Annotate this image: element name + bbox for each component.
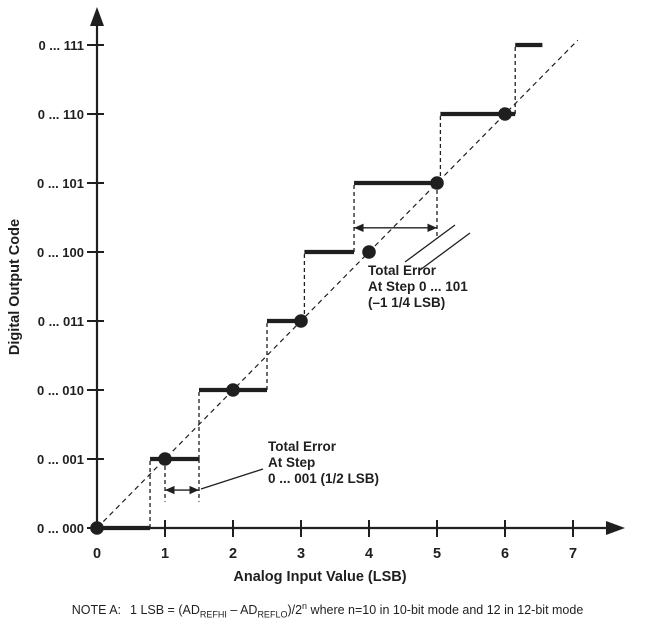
code-dot-6 — [498, 107, 512, 121]
note-a: NOTE A: 1 LSB = (ADREFHI – ADREFLO)/2n wh… — [0, 601, 655, 620]
error-101-arrowhead-left-icon — [354, 223, 364, 233]
code-dot-2 — [226, 383, 240, 397]
code-dot-1 — [158, 452, 172, 466]
x-tick-label-2: 2 — [229, 546, 237, 562]
code-dot-4 — [362, 245, 376, 259]
ideal-transfer-line — [96, 39, 579, 529]
y-tick-label-7: 0 ... 111 — [38, 38, 84, 53]
y-tick-label-2: 0 ... 010 — [37, 383, 84, 398]
y-tick-label-4: 0 ... 100 — [37, 245, 84, 260]
x-tick-label-1: 1 — [161, 546, 169, 562]
error-101-leader-line-0 — [404, 224, 456, 263]
y-tick-label-5: 0 ... 101 — [37, 176, 84, 191]
x-tick-label-7: 7 — [569, 546, 577, 562]
note-a-formula: 1 LSB = (ADREFHI – ADREFLO)/2n where n=1… — [130, 601, 584, 620]
x-tick-label-5: 5 — [433, 546, 441, 562]
note-a-prefix: NOTE A: — [71, 603, 122, 618]
error-001-text-line-2: 0 ... 001 (1/2 LSB) — [268, 471, 379, 486]
note-formula-part: )/2 — [287, 603, 303, 618]
error-001-leader-line-0 — [200, 468, 264, 490]
y-axis-title: Digital Output Code — [7, 219, 23, 355]
y-tick-label-6: 0 ... 110 — [38, 107, 84, 122]
note-formula-part: – AD — [226, 603, 258, 618]
error-101-text-line-0: Total Error — [368, 263, 437, 278]
error-101-text-line-2: (–1 1/4 LSB) — [368, 295, 445, 310]
y-tick-label-1: 0 ... 001 — [37, 452, 84, 467]
adc-transfer-chart: 0 ... 000 0 ... 001 0 ... 010 0 ... 011 0 ..… — [7, 7, 625, 585]
error-101-text-line-1: At Step 0 ... 101 — [368, 279, 468, 294]
x-tick-label-0: 0 — [93, 546, 101, 562]
y-tick-label-3: 0 ... 011 — [38, 314, 84, 329]
x-tick-label-4: 4 — [365, 546, 373, 562]
y-tick-label-0: 0 ... 000 — [37, 521, 84, 536]
y-axis-arrow-icon — [90, 7, 104, 26]
error-001-arrowhead-right-icon — [189, 485, 199, 495]
note-formula-part: where n=10 in 10-bit mode and 12 in 12-b… — [307, 603, 584, 618]
error-001-arrowhead-left-icon — [165, 485, 175, 495]
error-001-text-line-0: Total Error — [268, 439, 337, 454]
error-101-arrowhead-right-icon — [427, 223, 437, 233]
code-dot-5 — [430, 176, 444, 190]
x-axis-title: Analog Input Value (LSB) — [233, 569, 406, 585]
note-superscript-n: n — [302, 601, 308, 611]
error-101-leader-line-1 — [419, 232, 471, 271]
note-formula-part: 1 LSB = (AD — [130, 603, 200, 618]
note-subscript-refhi: REFHI — [199, 609, 227, 620]
note-subscript-reflo: REFLO — [257, 609, 288, 620]
code-dot-3 — [294, 314, 308, 328]
x-tick-label-3: 3 — [297, 546, 305, 562]
error-001-text-line-1: At Step — [268, 455, 315, 470]
x-tick-label-6: 6 — [501, 546, 509, 562]
x-axis-arrow-icon — [606, 521, 625, 535]
